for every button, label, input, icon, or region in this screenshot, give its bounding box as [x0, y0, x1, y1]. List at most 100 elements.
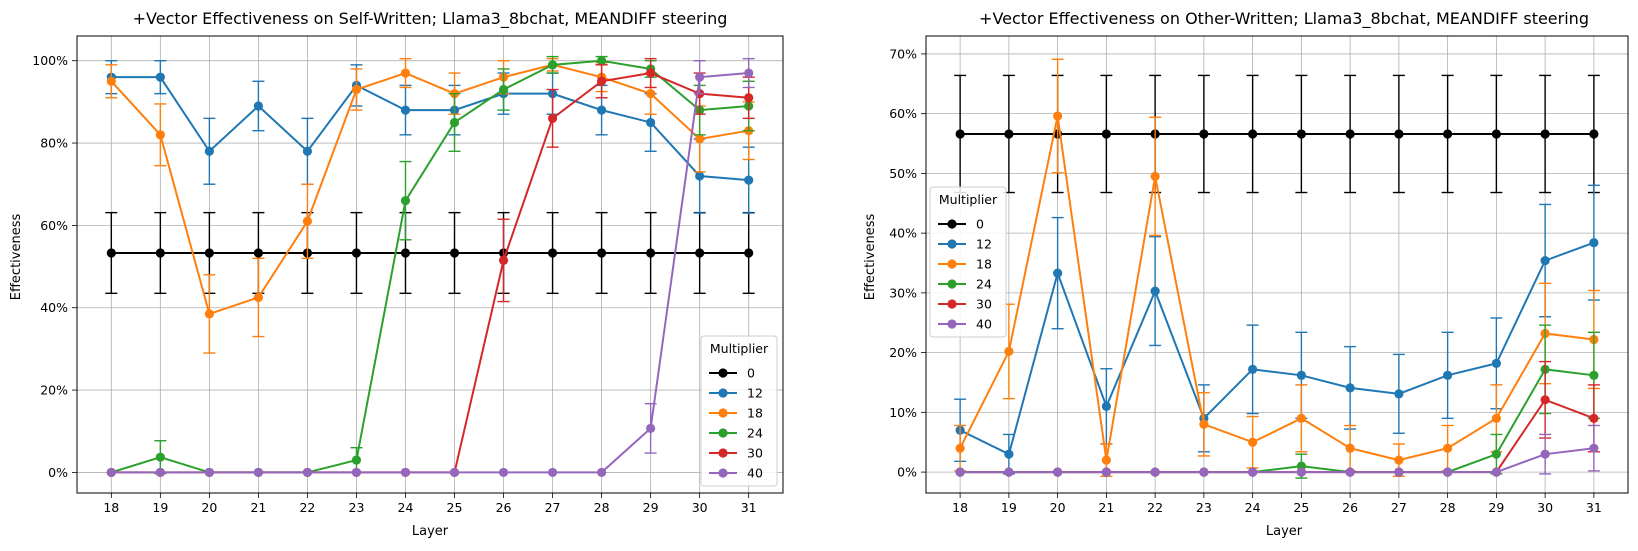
data-point — [1004, 467, 1014, 477]
legend: Multiplier 0 12 18 24 30 40 — [929, 186, 1007, 338]
data-point — [547, 467, 558, 478]
data-point — [1540, 395, 1550, 405]
data-point — [1053, 268, 1063, 278]
data-point — [204, 146, 214, 156]
legend: Multiplier 0 12 18 24 30 40 — [700, 335, 778, 487]
data-point — [1589, 413, 1599, 423]
x-tick-label: 29 — [643, 500, 659, 515]
y-tick-label: 20% — [889, 345, 917, 360]
series-18 — [954, 58, 1600, 477]
chart-self-written: +Vector Effectiveness on Self-Written; L… — [9, 9, 784, 539]
data-point — [1101, 467, 1111, 477]
x-tick-label: 21 — [1098, 500, 1114, 515]
data-point — [1443, 129, 1453, 139]
error-bars — [105, 57, 755, 354]
data-point — [955, 443, 965, 453]
x-tick-label: 21 — [250, 500, 266, 515]
data-point — [1296, 129, 1306, 139]
legend-title: Multiplier — [939, 192, 998, 207]
chart-other-written: +Vector Effectiveness on Other-Written; … — [863, 9, 1629, 539]
x-tick-label: 18 — [952, 500, 968, 515]
legend-swatch-marker — [947, 279, 957, 289]
x-tick-label: 19 — [1001, 500, 1017, 515]
x-tick-label: 24 — [398, 500, 414, 515]
data-point — [596, 248, 607, 258]
y-axis-label: Effectiveness — [9, 214, 24, 301]
data-point — [106, 248, 116, 258]
x-tick-label: 23 — [1196, 500, 1212, 515]
series-line — [111, 72, 749, 474]
data-point — [449, 248, 460, 258]
data-point — [695, 171, 705, 181]
y-tick-label: 30% — [889, 285, 917, 300]
data-point — [1150, 286, 1160, 296]
data-point — [400, 467, 411, 478]
x-tick-label: 26 — [1342, 500, 1358, 515]
series-group — [105, 55, 755, 478]
y-tick-label: 70% — [889, 46, 917, 61]
y-tick-label: 80% — [40, 136, 68, 151]
x-tick-label: 25 — [447, 500, 463, 515]
series-40 — [106, 57, 755, 478]
data-point — [1589, 370, 1599, 380]
data-point — [646, 423, 656, 433]
data-point — [155, 452, 165, 462]
legend-label: 18 — [976, 257, 992, 272]
data-point — [646, 248, 656, 258]
y-tick-label: 60% — [40, 218, 68, 233]
x-tick-label: 26 — [496, 500, 512, 515]
grid — [926, 36, 1628, 493]
data-point — [1345, 443, 1355, 453]
data-point — [1296, 413, 1306, 423]
data-point — [1053, 111, 1063, 121]
data-point — [1345, 383, 1355, 393]
data-point — [351, 455, 362, 465]
data-point — [955, 467, 965, 477]
x-tick-label: 22 — [299, 500, 315, 515]
legend-swatch-marker — [718, 428, 728, 438]
y-tick-label: 0% — [48, 465, 68, 480]
data-point — [155, 248, 165, 258]
data-point — [1443, 370, 1453, 380]
plot-frame — [925, 35, 1629, 494]
x-tick-label: 30 — [692, 500, 708, 515]
data-point — [596, 105, 607, 115]
legend-swatch-marker — [947, 319, 957, 329]
x-axis-label: Layer — [412, 524, 449, 539]
legend-label: 30 — [747, 446, 763, 461]
data-point — [596, 56, 607, 66]
x-tick-label: 31 — [741, 500, 757, 515]
x-tick-label: 28 — [1440, 500, 1456, 515]
data-point — [744, 248, 754, 258]
y-tick-label: 20% — [40, 383, 68, 398]
data-point — [646, 117, 656, 128]
y-tick-label: 40% — [889, 226, 917, 241]
legend-swatch-marker — [718, 448, 728, 458]
data-point — [1296, 370, 1306, 380]
legend-swatch-marker — [947, 259, 957, 269]
data-point — [155, 72, 165, 82]
data-point — [253, 248, 264, 258]
data-point — [1540, 449, 1550, 459]
data-point — [955, 129, 965, 139]
data-point — [744, 175, 754, 185]
y-axis-label: Effectiveness — [863, 214, 878, 301]
series-line — [960, 398, 1595, 474]
data-point — [302, 216, 313, 226]
data-point — [106, 76, 116, 86]
y-tick-label: 40% — [40, 300, 68, 315]
legend-label: 24 — [747, 426, 763, 441]
data-point — [1150, 171, 1160, 181]
legend-label: 12 — [976, 237, 992, 252]
data-point — [498, 467, 509, 478]
series-line — [959, 115, 1594, 462]
data-point — [1150, 467, 1160, 477]
series-40 — [955, 424, 1600, 477]
data-point — [1491, 129, 1501, 139]
x-tick-label: 31 — [1586, 500, 1602, 515]
x-tick-label: 20 — [201, 500, 217, 515]
x-tick-label: 28 — [594, 500, 610, 515]
data-point — [547, 113, 558, 123]
y-tick-label: 60% — [889, 106, 917, 121]
